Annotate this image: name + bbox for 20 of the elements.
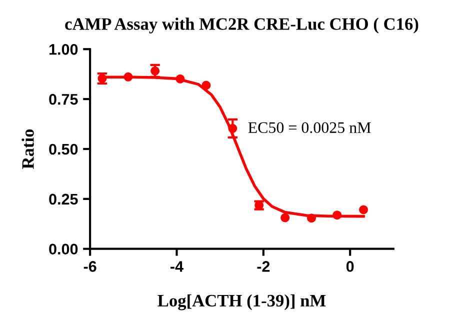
y-tick-label: 0.50 <box>49 144 78 155</box>
point <box>359 205 368 214</box>
point <box>202 80 211 90</box>
y-tick-label: 0.00 <box>49 244 78 255</box>
x-tick-label: -2 <box>257 261 270 272</box>
y-tick-label: 0.25 <box>49 194 78 205</box>
x-tick-label: -6 <box>84 261 96 272</box>
chart-title: cAMP Assay with MC2R CRE-Luc CHO ( C16) <box>65 18 418 34</box>
point <box>176 74 185 84</box>
point <box>124 72 133 82</box>
y-axis-title: Ratio <box>22 129 34 169</box>
y-tick-label: 0.75 <box>49 94 78 105</box>
point <box>280 213 290 222</box>
x-axis-title: Log[ACTH (1-39)] nM <box>158 294 326 310</box>
y-tick-label: 1.00 <box>49 44 78 55</box>
point <box>332 210 342 220</box>
annotation: EC50 = 0.0025 nM <box>248 122 371 134</box>
x-tick-label: 0 <box>346 261 354 272</box>
point <box>307 214 316 223</box>
x-tick-label: -4 <box>170 261 184 272</box>
